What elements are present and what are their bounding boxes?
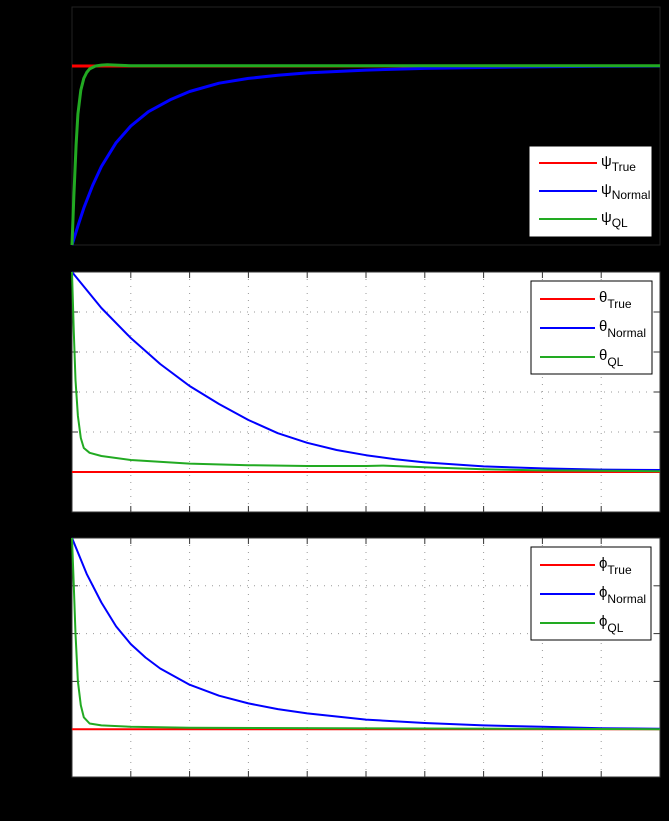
svg-text:θQL: θQL — [599, 347, 624, 369]
legend-phi-normal-symbol: ϕ — [599, 584, 607, 601]
phi-axes: ϕTrue ϕNormal ϕQL — [71, 537, 661, 778]
legend-psi-normal-symbol: ψ — [601, 181, 612, 198]
psi-legend[interactable]: ψTrue ψNormal ψQL — [528, 145, 653, 238]
psi-curves — [70, 63, 661, 246]
series-line-ql — [71, 537, 661, 731]
theta-curves — [71, 271, 661, 473]
svg-text:ϕQL: ϕQL — [599, 613, 624, 635]
legend-phi-true-sub: True — [607, 563, 632, 577]
series-line-normal — [70, 64, 661, 246]
legend-theta-normal-sub: Normal — [607, 326, 646, 340]
svg-text:θTrue: θTrue — [599, 289, 632, 311]
legend-psi-true-symbol: ψ — [601, 153, 612, 170]
series-line-ql — [70, 63, 660, 246]
svg-text:ϕNormal: ϕNormal — [599, 584, 646, 606]
legend-theta-normal-symbol: θ — [599, 318, 607, 335]
legend-theta-ql-sub: QL — [607, 355, 623, 369]
series-line-ql — [71, 271, 661, 473]
phi-legend[interactable]: ϕTrue ϕNormal ϕQL — [530, 546, 652, 641]
legend-phi-ql-symbol: ϕ — [599, 613, 607, 630]
legend-psi-ql-symbol: ψ — [601, 209, 612, 226]
svg-text:ψNormal: ψNormal — [601, 181, 650, 202]
phi-curves — [71, 537, 661, 731]
legend-theta-true-symbol: θ — [599, 289, 607, 306]
legend-psi-ql-sub: QL — [612, 216, 628, 230]
legend-phi-normal-sub: Normal — [607, 592, 646, 606]
svg-text:ϕTrue: ϕTrue — [599, 555, 632, 577]
legend-phi-true-symbol: ϕ — [599, 555, 607, 572]
legend-theta-ql-symbol: θ — [599, 347, 607, 364]
svg-text:ψQL: ψQL — [601, 209, 628, 230]
legend-theta-true-sub: True — [607, 297, 632, 311]
theta-legend[interactable]: θTrue θNormal θQL — [530, 280, 653, 375]
theta-axes: θTrue θNormal θQL — [71, 271, 661, 513]
series-line-normal — [71, 537, 661, 730]
svg-text:θNormal: θNormal — [599, 318, 646, 340]
psi-axes: ψTrue ψNormal ψQL — [70, 6, 661, 246]
svg-text:ψTrue: ψTrue — [601, 153, 636, 174]
legend-psi-true-sub: True — [612, 160, 637, 174]
series-line-normal — [71, 271, 661, 471]
legend-phi-ql-sub: QL — [607, 621, 623, 635]
legend-psi-normal-sub: Normal — [612, 188, 651, 202]
